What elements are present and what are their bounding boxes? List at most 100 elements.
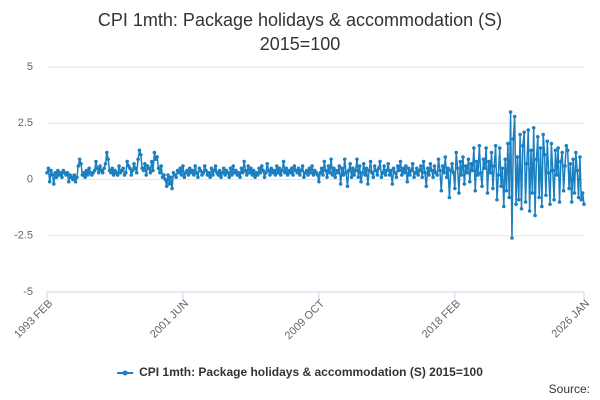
point: [143, 161, 147, 166]
point: [544, 193, 548, 198]
point: [308, 170, 313, 175]
point: [291, 173, 295, 177]
point: [533, 213, 537, 218]
point: [342, 157, 347, 162]
point: [45, 170, 49, 175]
point: [211, 173, 215, 177]
point: [249, 166, 253, 171]
point: [92, 168, 97, 173]
source: Source:: [549, 382, 590, 396]
point: [298, 173, 302, 177]
point: [428, 161, 433, 166]
point: [148, 170, 153, 175]
point: [152, 150, 157, 155]
point: [115, 173, 120, 177]
point: [111, 173, 116, 177]
point: [546, 170, 551, 175]
point: [572, 191, 577, 195]
point: [247, 170, 252, 175]
point: [435, 173, 439, 177]
point: [474, 159, 479, 164]
point: [65, 170, 70, 175]
point: [391, 166, 396, 171]
point: [238, 175, 242, 180]
point: [359, 179, 363, 184]
point: [351, 166, 355, 171]
point: [151, 168, 155, 173]
point: [102, 166, 106, 171]
x-tick-label: 2026 JAN: [550, 298, 593, 341]
point: [516, 197, 521, 202]
point: [380, 170, 385, 175]
x-tick-label: 2009 OCT: [283, 297, 328, 342]
point: [253, 175, 257, 180]
point: [117, 164, 121, 168]
point: [527, 209, 532, 213]
point: [56, 168, 60, 173]
y-tick-label: -2.5: [14, 230, 33, 242]
point: [427, 173, 431, 177]
point: [447, 195, 452, 200]
legend-label[interactable]: CPI 1mth: Package holidays & accommodati…: [139, 365, 483, 379]
point: [269, 166, 274, 171]
point: [468, 179, 472, 184]
y-tick-label: 5: [27, 61, 33, 73]
point: [512, 114, 517, 119]
point: [564, 143, 569, 148]
x-tick-label: 2018 FEB: [420, 298, 463, 341]
point: [556, 146, 560, 150]
point: [71, 177, 75, 182]
point: [223, 173, 227, 177]
point: [288, 170, 293, 175]
point: [258, 170, 263, 175]
point: [393, 170, 397, 175]
point: [289, 166, 294, 171]
point: [272, 168, 276, 173]
point: [578, 155, 582, 159]
point: [333, 175, 338, 180]
point: [444, 175, 449, 180]
point: [179, 173, 184, 177]
point: [510, 236, 514, 240]
point: [110, 166, 115, 171]
point: [264, 170, 268, 175]
point: [332, 166, 336, 171]
point: [515, 155, 520, 159]
point: [262, 175, 267, 180]
point: [139, 152, 143, 157]
point: [306, 173, 310, 177]
point: [213, 164, 218, 168]
point: [46, 166, 51, 171]
point: [493, 143, 498, 148]
point: [326, 164, 331, 168]
point: [374, 168, 378, 173]
point: [109, 170, 113, 175]
point: [466, 157, 471, 162]
point: [473, 188, 478, 193]
point: [96, 170, 101, 175]
point: [125, 159, 130, 164]
x-tick-label: 1993 FEB: [12, 298, 55, 341]
point: [542, 152, 547, 157]
point: [124, 170, 128, 175]
point: [557, 200, 562, 204]
point: [495, 197, 499, 202]
y-tick-label: -5: [23, 286, 33, 298]
point: [220, 170, 225, 175]
point: [488, 170, 492, 175]
point: [569, 200, 574, 204]
point: [186, 173, 191, 177]
point: [366, 182, 370, 186]
point: [439, 188, 444, 193]
point: [190, 168, 195, 173]
point: [530, 191, 535, 195]
point: [156, 166, 161, 171]
point: [378, 159, 382, 164]
point: [273, 173, 278, 177]
point: [412, 175, 416, 180]
point: [164, 184, 169, 189]
point: [521, 143, 525, 148]
point: [128, 166, 132, 171]
point: [529, 148, 533, 153]
point: [538, 146, 543, 150]
